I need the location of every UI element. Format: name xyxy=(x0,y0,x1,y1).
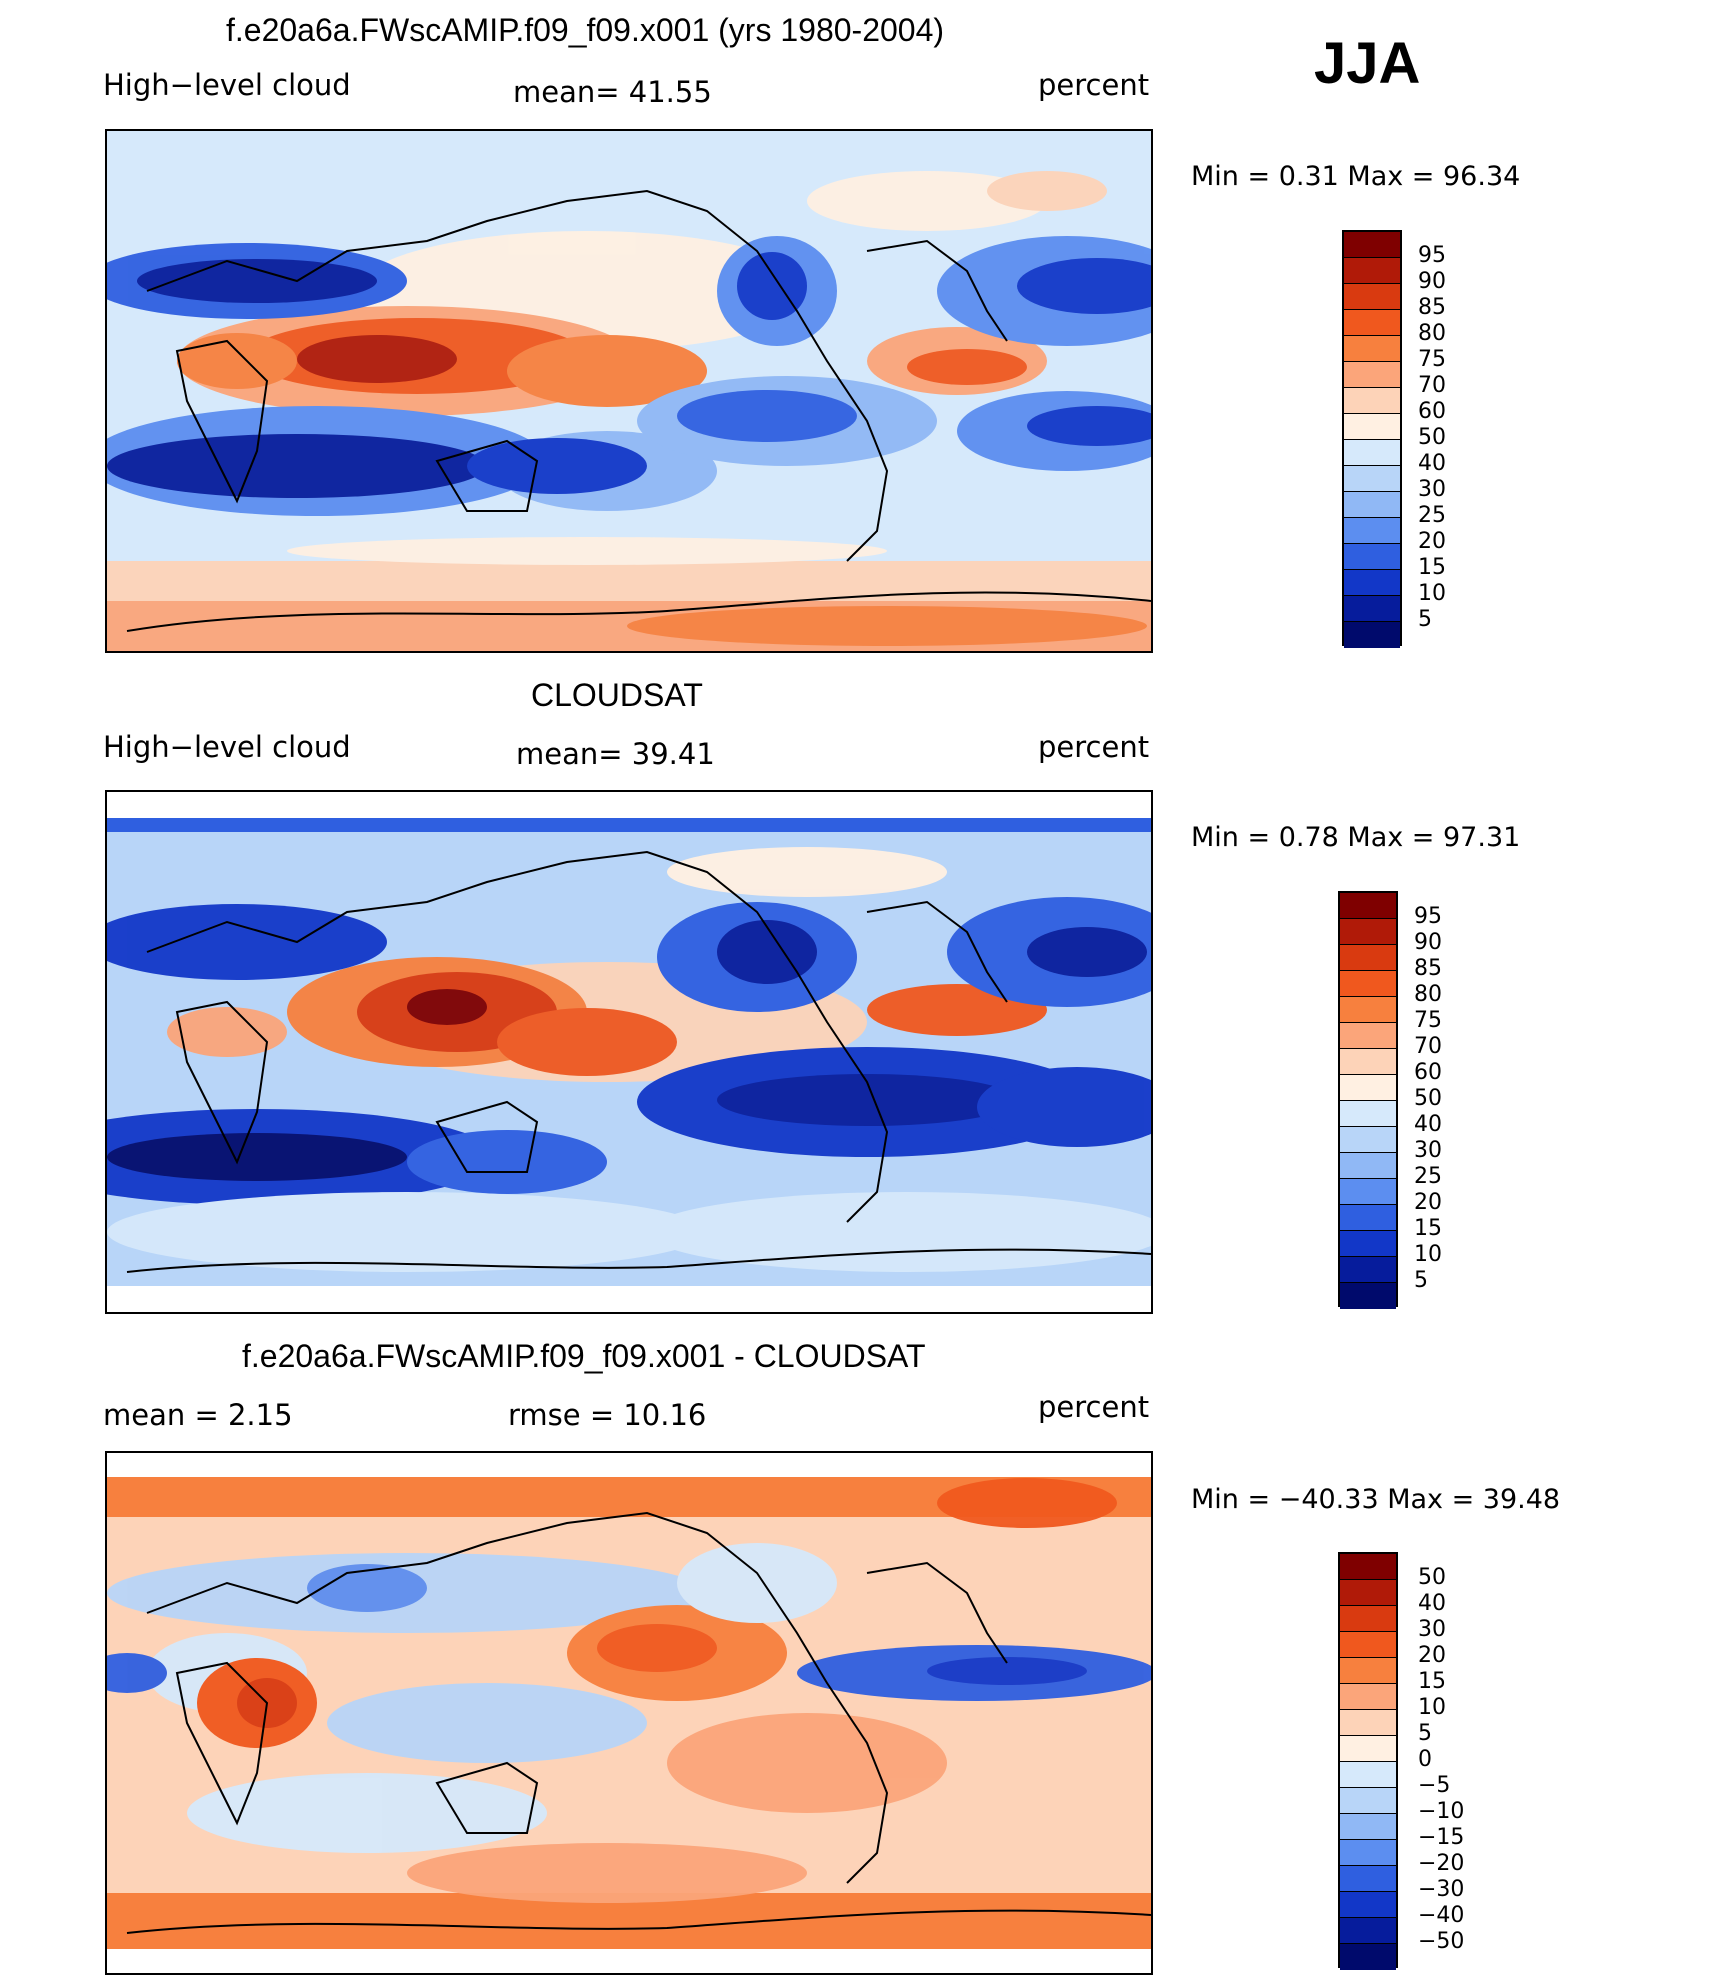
colorbar-label: 80 xyxy=(1414,982,1442,1007)
colorbar-label: 25 xyxy=(1414,1164,1442,1189)
colorbar-label: 40 xyxy=(1418,451,1446,476)
colorbar-label: 25 xyxy=(1418,503,1446,528)
panel-1-mean-label: mean= 41.55 xyxy=(513,75,712,109)
colorbar-label: 50 xyxy=(1418,425,1446,450)
panel-3-map xyxy=(105,1451,1153,1975)
panel-1-colorbar xyxy=(1342,230,1402,648)
panel-1-field xyxy=(107,131,1151,651)
colorbar-label: 95 xyxy=(1418,243,1446,268)
colorbar-label: 10 xyxy=(1414,1242,1442,1267)
colorbar-label: 10 xyxy=(1418,581,1446,606)
colorbar-label: 85 xyxy=(1414,956,1442,981)
colorbar-label: 90 xyxy=(1414,930,1442,955)
colorbar-label: −50 xyxy=(1418,1929,1465,1954)
colorbar-label: 10 xyxy=(1418,1695,1446,1720)
panel-1-variable-label: High−level cloud xyxy=(103,68,351,102)
colorbar-label: 15 xyxy=(1418,555,1446,580)
colorbar-label: 50 xyxy=(1418,1565,1446,1590)
colorbar-label: 95 xyxy=(1414,904,1442,929)
colorbar-label: −5 xyxy=(1418,1773,1451,1798)
panel-1-map xyxy=(105,129,1153,653)
colorbar-label: −40 xyxy=(1418,1903,1465,1928)
colorbar-label: 40 xyxy=(1414,1112,1442,1137)
panel-1-units-label: percent xyxy=(1038,68,1150,102)
colorbar-label: 20 xyxy=(1418,1643,1446,1668)
panel-3-title: f.e20a6a.FWscAMIP.f09_f09.x001 - CLOUDSA… xyxy=(242,1338,926,1374)
panel-2-colorbar xyxy=(1338,891,1398,1309)
colorbar-label: 60 xyxy=(1414,1060,1442,1085)
colorbar-label: 75 xyxy=(1414,1008,1442,1033)
panel-2-field xyxy=(107,792,1151,1312)
panel-2-mean-label: mean= 39.41 xyxy=(516,737,715,771)
colorbar-label: 30 xyxy=(1418,1617,1446,1642)
colorbar-label: 40 xyxy=(1418,1591,1446,1616)
colorbar-label: −30 xyxy=(1418,1877,1465,1902)
panel-3-rmse-label: rmse = 10.16 xyxy=(508,1398,707,1432)
colorbar-label: 5 xyxy=(1418,1721,1432,1746)
colorbar-label: 5 xyxy=(1418,607,1432,632)
panel-1-minmax: Min = 0.31 Max = 96.34 xyxy=(1191,161,1521,192)
panel-3-units-label: percent xyxy=(1038,1390,1150,1424)
colorbar-label: 30 xyxy=(1414,1138,1442,1163)
colorbar-label: 90 xyxy=(1418,269,1446,294)
colorbar-label: 15 xyxy=(1418,1669,1446,1694)
colorbar-label: 20 xyxy=(1418,529,1446,554)
colorbar-label: 75 xyxy=(1418,347,1446,372)
colorbar-label: 50 xyxy=(1414,1086,1442,1111)
panel-2-title: CLOUDSAT xyxy=(531,677,703,713)
colorbar-label: −20 xyxy=(1418,1851,1465,1876)
panel-3-field xyxy=(107,1453,1151,1973)
panel-2-variable-label: High−level cloud xyxy=(103,730,351,764)
colorbar-label: 5 xyxy=(1414,1268,1428,1293)
panel-2-map xyxy=(105,790,1153,1314)
panel-3-minmax: Min = −40.33 Max = 39.48 xyxy=(1191,1484,1561,1515)
colorbar-label: −15 xyxy=(1418,1825,1465,1850)
colorbar-label: 85 xyxy=(1418,295,1446,320)
panel-2-units-label: percent xyxy=(1038,730,1150,764)
colorbar-label: 80 xyxy=(1418,321,1446,346)
panel-3-colorbar xyxy=(1338,1552,1398,1970)
colorbar-label: 20 xyxy=(1414,1190,1442,1215)
panel-1-title: f.e20a6a.FWscAMIP.f09_f09.x001 (yrs 1980… xyxy=(226,12,945,48)
colorbar-label: 30 xyxy=(1418,477,1446,502)
colorbar-label: −10 xyxy=(1418,1799,1465,1824)
panel-2-minmax: Min = 0.78 Max = 97.31 xyxy=(1191,822,1521,853)
season-label: JJA xyxy=(1314,31,1421,96)
colorbar-label: 70 xyxy=(1418,373,1446,398)
colorbar-label: 15 xyxy=(1414,1216,1442,1241)
colorbar-label: 0 xyxy=(1418,1747,1432,1772)
panel-3-mean-label: mean = 2.15 xyxy=(103,1398,293,1432)
colorbar-label: 60 xyxy=(1418,399,1446,424)
colorbar-label: 70 xyxy=(1414,1034,1442,1059)
